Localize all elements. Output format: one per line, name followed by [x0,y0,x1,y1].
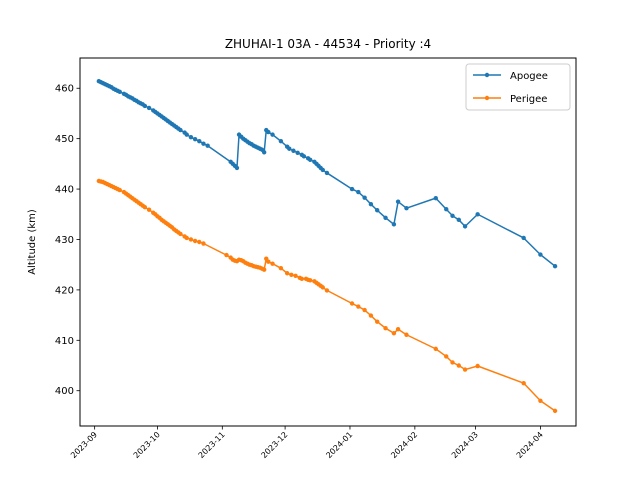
data-point-perigee [184,235,189,241]
legend: Apogee Perigee [465,63,571,111]
data-point-apogee [178,127,183,133]
data-point-perigee [404,332,409,337]
data-point-apogee [433,195,438,201]
data-point-perigee [433,346,438,352]
y-axis-label: Altitude (km) [27,209,38,275]
data-point-apogee [521,235,526,241]
data-point-perigee [178,231,183,237]
data-point-perigee [324,288,330,293]
data-point-perigee [391,331,397,336]
data-point-perigee [117,187,122,193]
data-point-perigee [142,205,148,210]
data-point-apogee [475,212,480,217]
data-point-perigee [188,237,194,242]
data-point-apogee [456,217,461,223]
data-point-perigee [362,307,367,313]
y-tick-label: 410 [55,336,74,347]
data-point-apogee [234,165,240,171]
data-point-apogee [197,138,202,144]
legend-label-perigee: Perigee [510,94,547,105]
data-point-perigee [395,327,401,332]
data-point-perigee [383,326,388,331]
data-point-apogee [192,136,198,142]
series-apogee [96,78,558,269]
data-point-apogee [383,215,388,220]
y-tick-label: 440 [55,185,74,196]
data-point-perigee [261,267,267,272]
legend-marker-apogee [484,72,490,78]
data-point-apogee [538,252,543,257]
y-tick-label: 460 [55,84,74,95]
data-point-perigee [538,398,543,403]
data-point-apogee [287,146,292,151]
data-point-apogee [261,150,267,155]
data-point-apogee [462,224,468,229]
data-point-apogee [349,186,355,192]
data-point-perigee [320,285,325,290]
data-point-perigee [475,363,480,369]
data-point-perigee [456,363,461,368]
data-point-apogee [188,134,194,140]
data-point-perigee [374,319,380,324]
y-tick-label: 450 [55,134,74,145]
data-point-apogee [184,132,189,137]
data-point-apogee [308,157,313,163]
data-point-perigee [284,271,290,276]
data-point-apogee [374,208,380,213]
data-point-apogee [404,206,409,211]
data-point-perigee [368,313,374,318]
data-point-apogee [552,264,558,269]
data-point-apogee [117,89,122,94]
legend-label-apogee: Apogee [510,71,548,82]
y-tick-label: 400 [55,386,74,397]
data-point-apogee [324,170,330,176]
data-point-perigee [521,380,526,386]
data-point-perigee [224,252,229,258]
data-point-perigee [266,259,271,264]
data-point-apogee [301,154,307,159]
data-point-perigee [201,241,206,246]
data-point-apogee [278,138,284,144]
data-point-perigee [146,207,152,212]
data-point-apogee [295,150,300,155]
data-point-apogee [356,189,361,195]
legend-marker-perigee [484,95,490,101]
y-tick-label: 420 [55,285,74,296]
data-point-perigee [308,278,313,283]
data-point-perigee [299,276,305,281]
data-point-perigee [293,273,298,278]
y-tick-label: 430 [55,235,74,246]
data-point-apogee [146,105,152,111]
data-point-apogee [270,132,275,137]
data-point-perigee [462,367,468,372]
data-point-perigee [278,266,284,271]
data-point-apogee [320,167,325,173]
data-point-perigee [552,408,558,414]
y-axis: 400 410 420 430 440 450 460 [55,84,80,397]
data-point-perigee [444,354,449,359]
chart-title: ZHUHAI-1 03A - 44534 - Priority :4 [225,37,431,51]
data-point-perigee [356,304,361,309]
data-point-apogee [450,213,455,218]
data-point-apogee [201,141,206,146]
data-point-apogee [444,207,449,212]
data-point-perigee [450,360,455,365]
data-point-apogee [291,148,296,153]
data-point-apogee [142,103,148,109]
data-point-apogee [205,143,210,148]
data-point-perigee [192,238,198,244]
series-layer [96,78,558,414]
data-point-perigee [289,272,294,277]
data-point-perigee [270,261,275,266]
data-point-perigee [197,239,202,245]
data-point-apogee [362,195,367,200]
series-perigee [96,178,558,414]
data-point-apogee [266,129,271,135]
data-point-apogee [368,201,374,207]
data-point-apogee [395,199,401,204]
axes-frame [79,57,577,427]
data-point-apogee [391,222,397,227]
data-point-perigee [349,301,355,306]
